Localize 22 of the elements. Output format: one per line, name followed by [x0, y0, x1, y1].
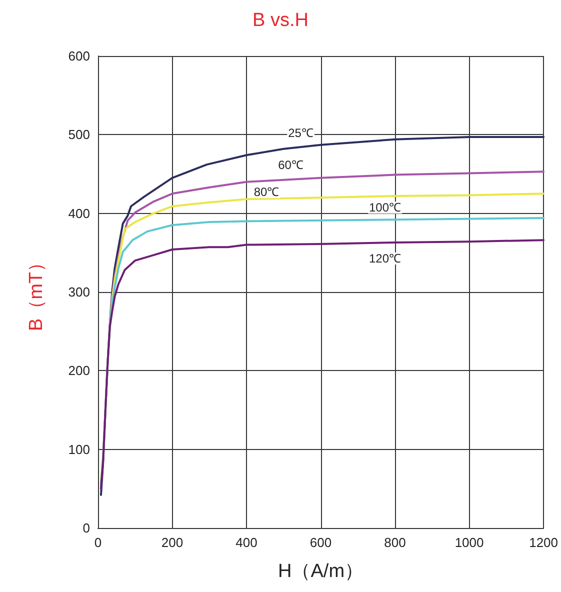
series-label: 80℃ [254, 185, 280, 200]
x-tick-label: 0 [94, 535, 102, 550]
series-label: 120℃ [369, 251, 402, 266]
x-tick-label: 200 [161, 535, 184, 550]
y-tick-label: 500 [68, 127, 90, 142]
x-tick-label: 1200 [529, 535, 558, 550]
y-tick-label: 0 [82, 520, 90, 536]
y-axis-title: B（mT） [26, 252, 47, 332]
y-tick-label: 200 [68, 363, 90, 378]
y-tick-label: 600 [68, 48, 90, 64]
chart-title: B vs.H [252, 10, 308, 31]
x-tick-label: 400 [236, 535, 258, 550]
y-tick-label: 300 [68, 284, 90, 300]
y-tick-label: 400 [68, 206, 90, 221]
y-tick-label: 100 [68, 442, 90, 457]
series-label: 100℃ [369, 200, 402, 215]
series-label: 60℃ [278, 158, 304, 172]
x-tick-label: 800 [384, 535, 406, 550]
series-label: 25℃ [288, 126, 314, 140]
x-axis-title: H（A/m） [278, 561, 364, 582]
x-tick-label: 600 [310, 535, 332, 550]
x-tick-label: 1000 [454, 535, 484, 550]
